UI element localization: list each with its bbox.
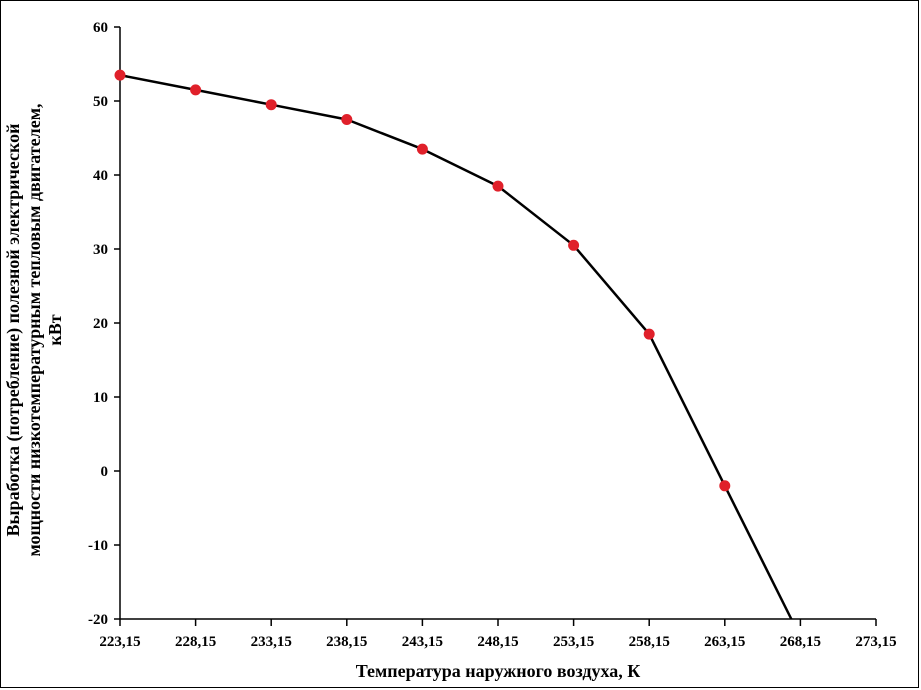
x-tick-label: 243,15	[402, 634, 443, 650]
y-tick-label: 60	[93, 20, 108, 36]
data-point	[568, 239, 580, 251]
y-tick-label: -20	[88, 612, 108, 628]
y-tick-label: 50	[93, 94, 108, 110]
data-point	[719, 480, 731, 492]
data-point	[416, 143, 428, 155]
x-tick-label: 248,15	[477, 634, 518, 650]
x-tick-label: 238,15	[326, 634, 367, 650]
data-point	[492, 180, 504, 192]
y-axis-title-line: мощности низкотемпературным тепловым дви…	[24, 104, 44, 557]
y-tick-label: 30	[93, 242, 108, 258]
x-tick-label: 223,15	[99, 634, 140, 650]
y-axis-title-line: кВт	[45, 314, 65, 345]
y-tick-label: 40	[93, 168, 108, 184]
x-tick-label: 263,15	[704, 634, 745, 650]
x-tick-label: 268,15	[780, 634, 821, 650]
data-point	[114, 69, 126, 81]
x-tick-label: 253,15	[553, 634, 594, 650]
y-tick-label: -10	[88, 538, 108, 554]
data-point	[643, 328, 655, 340]
x-tick-label: 273,15	[855, 634, 896, 650]
x-axis-title: Температура наружного воздуха, К	[356, 661, 641, 681]
data-point	[341, 114, 353, 125]
data-point	[265, 99, 277, 111]
plot-area	[114, 69, 793, 620]
y-tick-label: 20	[93, 316, 108, 332]
y-tick-label: 0	[101, 464, 109, 480]
x-tick-label: 258,15	[629, 634, 670, 650]
data-point	[190, 84, 202, 96]
series-line	[119, 73, 793, 620]
x-tick-label: 233,15	[251, 634, 292, 650]
axes: 60 50 40 30 20 10 0 -10 -20 223,15 228,15 233,15 238…	[88, 20, 897, 650]
x-tick-label: 228,15	[175, 634, 216, 650]
y-tick-label: 10	[93, 390, 108, 406]
y-axis-title: Выработка (потребление) полезной электри…	[3, 104, 65, 557]
y-axis-title-line: Выработка (потребление) полезной электри…	[3, 124, 24, 537]
